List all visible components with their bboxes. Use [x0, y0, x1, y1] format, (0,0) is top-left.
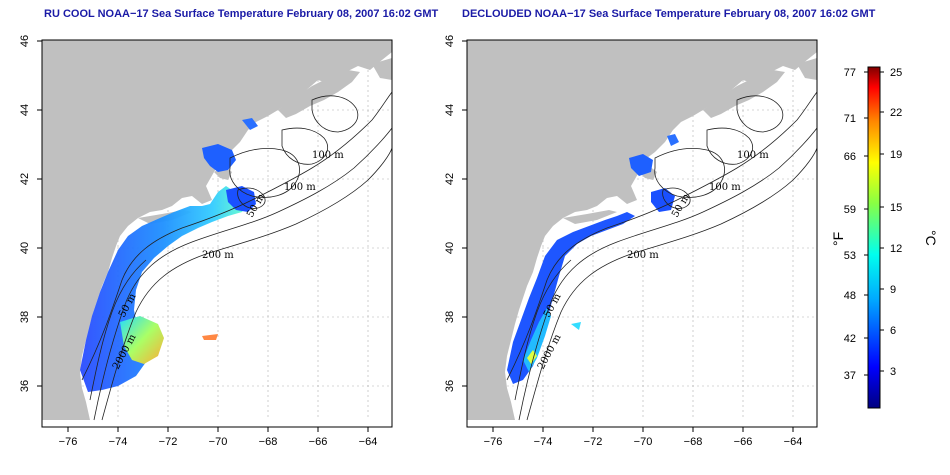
lat-tick-label: 40 — [19, 242, 31, 254]
celsius-tick-label: 15 — [890, 202, 902, 214]
celsius-tick-label: 25 — [890, 67, 902, 79]
lon-tick-label: −76 — [59, 436, 78, 448]
fahrenheit-tick-label: 59 — [844, 204, 856, 216]
axes-right: −76 −74 −72 −70 −68 −66 −64 36 38 40 42 44 46 — [444, 35, 802, 448]
colorbar: 77 71 66 59 53 48 42 37 25 22 19 15 12 9 6 3 °F °C — [830, 66, 939, 409]
celsius-tick-label: 3 — [890, 366, 896, 378]
isobath-label-100m-a: 100 m — [737, 150, 769, 161]
celsius-tick-label: 22 — [890, 107, 902, 119]
celsius-unit-label: °C — [923, 230, 939, 246]
sst-field-left — [80, 118, 258, 392]
sst-field-right — [507, 134, 679, 384]
fahrenheit-tick-label: 71 — [844, 113, 856, 125]
lon-tick-label: −74 — [534, 436, 553, 448]
lon-tick-label: −64 — [359, 436, 378, 448]
isobath-label-100m-b: 100 m — [709, 182, 741, 193]
lon-tick-label: −68 — [684, 436, 703, 448]
lon-tick-label: −68 — [259, 436, 278, 448]
fahrenheit-tick-label: 53 — [844, 250, 856, 262]
celsius-tick-label: 12 — [890, 243, 902, 255]
axes-left: −76 −74 −72 −70 −68 −66 −64 36 38 40 42 44 46 — [19, 35, 377, 448]
lat-tick-label: 38 — [444, 311, 456, 323]
lat-tick-label: 40 — [444, 242, 456, 254]
colorbar-ticks: 77 71 66 59 53 48 42 37 25 22 19 15 12 9 6 3 — [844, 67, 903, 382]
lat-tick-label: 38 — [19, 311, 31, 323]
lon-tick-label: −72 — [159, 436, 178, 448]
lon-tick-label: −70 — [634, 436, 653, 448]
fahrenheit-tick-label: 48 — [844, 290, 856, 302]
celsius-tick-label: 19 — [890, 149, 902, 161]
map-panel-left: 100 m 100 m 50 m 200 m 50 m 2000 m — [41, 39, 393, 428]
panel-title-left: RU COOL NOAA−17 Sea Surface Temperature … — [44, 8, 439, 20]
fahrenheit-tick-label: 37 — [844, 370, 856, 382]
isobath-label-200m: 200 m — [627, 250, 659, 261]
lat-tick-label: 42 — [19, 173, 31, 185]
isobath-label-100m-a: 100 m — [312, 150, 344, 161]
lon-tick-label: −70 — [209, 436, 228, 448]
lon-tick-label: −76 — [484, 436, 503, 448]
celsius-tick-label: 6 — [890, 325, 896, 337]
lat-tick-label: 42 — [444, 173, 456, 185]
lat-tick-label: 46 — [19, 35, 31, 47]
lat-tick-label: 36 — [19, 380, 31, 392]
isobath-label-100m-b: 100 m — [284, 182, 316, 193]
frame-right — [466, 39, 818, 428]
lat-tick-label: 36 — [444, 380, 456, 392]
fahrenheit-tick-label: 42 — [844, 333, 856, 345]
map-panel-right: 100 m 100 m 50 m 200 m 50 m 2000 m — [466, 39, 818, 428]
fahrenheit-tick-label: 66 — [844, 151, 856, 163]
fahrenheit-tick-label: 77 — [844, 67, 856, 79]
lat-tick-label: 46 — [444, 35, 456, 47]
fahrenheit-unit-label: °F — [830, 232, 846, 246]
lon-tick-label: −66 — [309, 436, 328, 448]
colorbar-gradient — [867, 66, 881, 409]
frame-left — [41, 39, 393, 428]
lon-tick-label: −64 — [784, 436, 803, 448]
lat-tick-label: 44 — [444, 104, 456, 116]
panel-title-right: DECLOUDED NOAA−17 Sea Surface Temperatur… — [462, 8, 876, 20]
lon-tick-label: −66 — [734, 436, 753, 448]
lat-tick-label: 44 — [19, 104, 31, 116]
lon-tick-label: −74 — [109, 436, 128, 448]
lon-tick-label: −72 — [584, 436, 603, 448]
celsius-tick-label: 9 — [890, 284, 896, 296]
isobath-label-200m: 200 m — [202, 250, 234, 261]
